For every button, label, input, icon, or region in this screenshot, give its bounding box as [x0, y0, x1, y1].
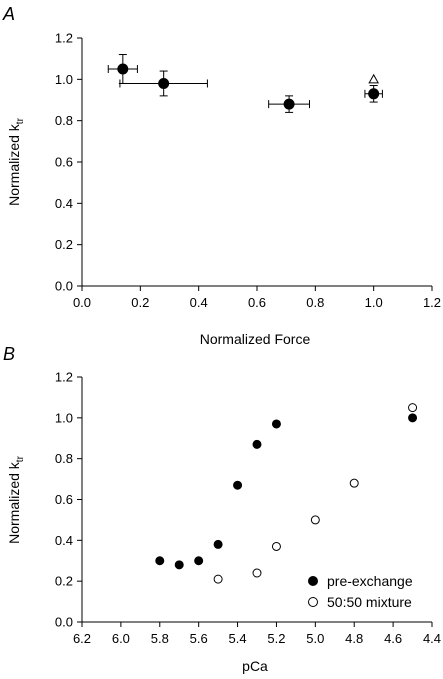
data-point-filled — [174, 560, 184, 570]
data-point-filled — [194, 556, 204, 566]
panel-b-legend: pre-exchange 50:50 mixture — [308, 573, 413, 610]
panel-a-y-tick-label: 1.0 — [55, 72, 73, 87]
panel-b-x-tick-label: 6.2 — [73, 631, 91, 646]
panel-a-x-tick-label: 1.2 — [423, 295, 441, 310]
panel-b-y-tick-label: 0.6 — [55, 492, 73, 507]
data-point-filled — [408, 413, 418, 423]
panel-b: B 6.2 6.0 5.8 5.6 5.4 5.2 5.0 4.8 4.6 4.4 0.00.20… — [3, 344, 441, 674]
panel-a-data-points — [107, 54, 383, 113]
data-point-filled — [213, 539, 223, 549]
panel-a-y-axis-label-main: Normalized k — [6, 123, 22, 206]
data-point-filled — [233, 480, 243, 490]
panel-b-y-tick-label: 0.8 — [55, 451, 73, 466]
data-point-filled — [117, 63, 129, 75]
data-point-filled — [252, 439, 262, 449]
panel-b-y-tick-label: 0.4 — [55, 533, 73, 548]
panel-b-y-tick-label: 0.0 — [55, 615, 73, 630]
data-point-open — [310, 515, 320, 525]
legend-label-pre-exchange: pre-exchange — [327, 573, 413, 589]
panel-b-x-axis-label: pCa — [242, 658, 268, 674]
panel-a-y-tick-label: 0.6 — [55, 155, 73, 170]
panel-a-y-axis-label-sub: tr — [15, 117, 26, 124]
data-point-open — [213, 574, 223, 584]
panel-a-x-tick-label: 0.4 — [190, 295, 208, 310]
panel-b-x-tick-label: 6.0 — [112, 631, 130, 646]
panel-a-x-tick-label: 0.6 — [248, 295, 266, 310]
legend-marker-pre-exchange — [308, 576, 318, 586]
panel-a-y-tick-label: 0.8 — [55, 113, 73, 128]
panel-a-x-ticks: 0.0 0.2 0.4 0.6 0.8 1.0 1.2 — [73, 286, 441, 310]
panel-b-y-axis-label: Normalized ktr — [6, 455, 26, 543]
panel-b-y-tick-label: 1.0 — [55, 410, 73, 425]
panel-b-x-tick-label: 5.8 — [151, 631, 169, 646]
data-point-open — [252, 568, 262, 578]
panel-b-x-tick-label: 5.2 — [267, 631, 285, 646]
panel-b-letter: B — [3, 344, 15, 364]
panel-b-y-ticks: 0.0 0.2 0.4 0.6 0.8 1.0 1.2 — [55, 370, 82, 630]
panel-b-x-tick-label: 4.6 — [384, 631, 402, 646]
panel-b-x-tick-label: 4.8 — [345, 631, 363, 646]
panel-b-x-tick-label: 5.6 — [190, 631, 208, 646]
legend-marker-mixture — [308, 597, 318, 607]
data-point-open — [349, 478, 359, 488]
panel-a: A 0.0 0.2 0.4 0.6 0.8 1.0 1.2 0.0 0.2 0.4 0.6 0.8 1… — [2, 4, 441, 347]
panel-b-x-ticks: 6.2 6.0 5.8 5.6 5.4 5.2 5.0 4.8 4.6 4.4 — [73, 622, 441, 646]
data-point-filled — [368, 88, 380, 100]
panel-a-x-tick-label: 0.8 — [306, 295, 324, 310]
panel-b-y-tick-label: 1.2 — [55, 370, 73, 385]
panel-b-data-points — [155, 403, 418, 584]
legend-label-mixture: 50:50 mixture — [327, 594, 412, 610]
panel-b-y-axis-label-sub: tr — [15, 455, 26, 462]
panel-a-x-axis-label: Normalized Force — [200, 331, 311, 347]
panel-a-axes — [81, 38, 432, 287]
data-point-filled — [155, 556, 165, 566]
panel-a-x-tick-label: 0.0 — [73, 295, 91, 310]
panel-a-y-tick-label: 0.0 — [55, 279, 73, 294]
data-point-filled — [158, 77, 170, 89]
data-point-triangle — [368, 73, 380, 84]
panel-a-x-tick-label: 0.2 — [131, 295, 149, 310]
panel-b-x-tick-label: 5.4 — [229, 631, 247, 646]
panel-a-y-tick-label: 1.2 — [55, 31, 73, 46]
data-point-open — [271, 541, 281, 551]
panel-b-y-axis-label-main: Normalized k — [6, 461, 22, 544]
panel-a-y-tick-label: 0.4 — [55, 196, 73, 211]
panel-a-y-axis-label: Normalized ktr — [6, 117, 26, 205]
panel-a-letter: A — [2, 4, 15, 24]
panel-b-x-tick-label: 5.0 — [306, 631, 324, 646]
data-point-filled — [283, 98, 295, 110]
panel-b-x-tick-label: 4.4 — [423, 631, 441, 646]
data-point-open — [408, 403, 418, 413]
panel-a-y-tick-label: 0.2 — [55, 237, 73, 252]
panel-b-y-tick-label: 0.2 — [55, 574, 73, 589]
panel-a-y-ticks: 0.0 0.2 0.4 0.6 0.8 1.0 1.2 — [55, 31, 82, 294]
data-point-filled — [271, 419, 281, 429]
panel-a-x-tick-label: 1.0 — [365, 295, 383, 310]
